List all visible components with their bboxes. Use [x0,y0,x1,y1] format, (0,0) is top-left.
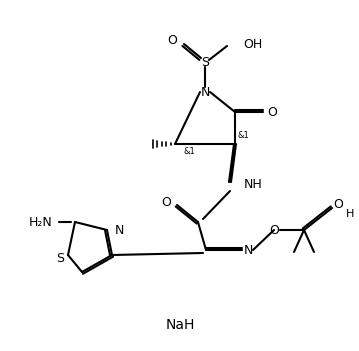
Text: O: O [161,196,171,208]
Text: O: O [167,33,177,46]
Text: NH: NH [244,179,263,192]
Text: H: H [346,209,354,219]
Text: S: S [56,252,64,265]
Text: NaH: NaH [165,318,195,332]
Text: O: O [269,224,279,237]
Text: O: O [333,199,343,212]
Text: &1: &1 [238,132,250,140]
Text: H₂N: H₂N [29,216,53,229]
Text: OH: OH [243,38,262,51]
Text: N: N [243,244,253,257]
Text: &1: &1 [183,146,195,155]
Text: N: N [200,86,210,99]
Text: S: S [201,55,209,68]
Text: N: N [115,224,124,237]
Text: O: O [267,106,277,119]
